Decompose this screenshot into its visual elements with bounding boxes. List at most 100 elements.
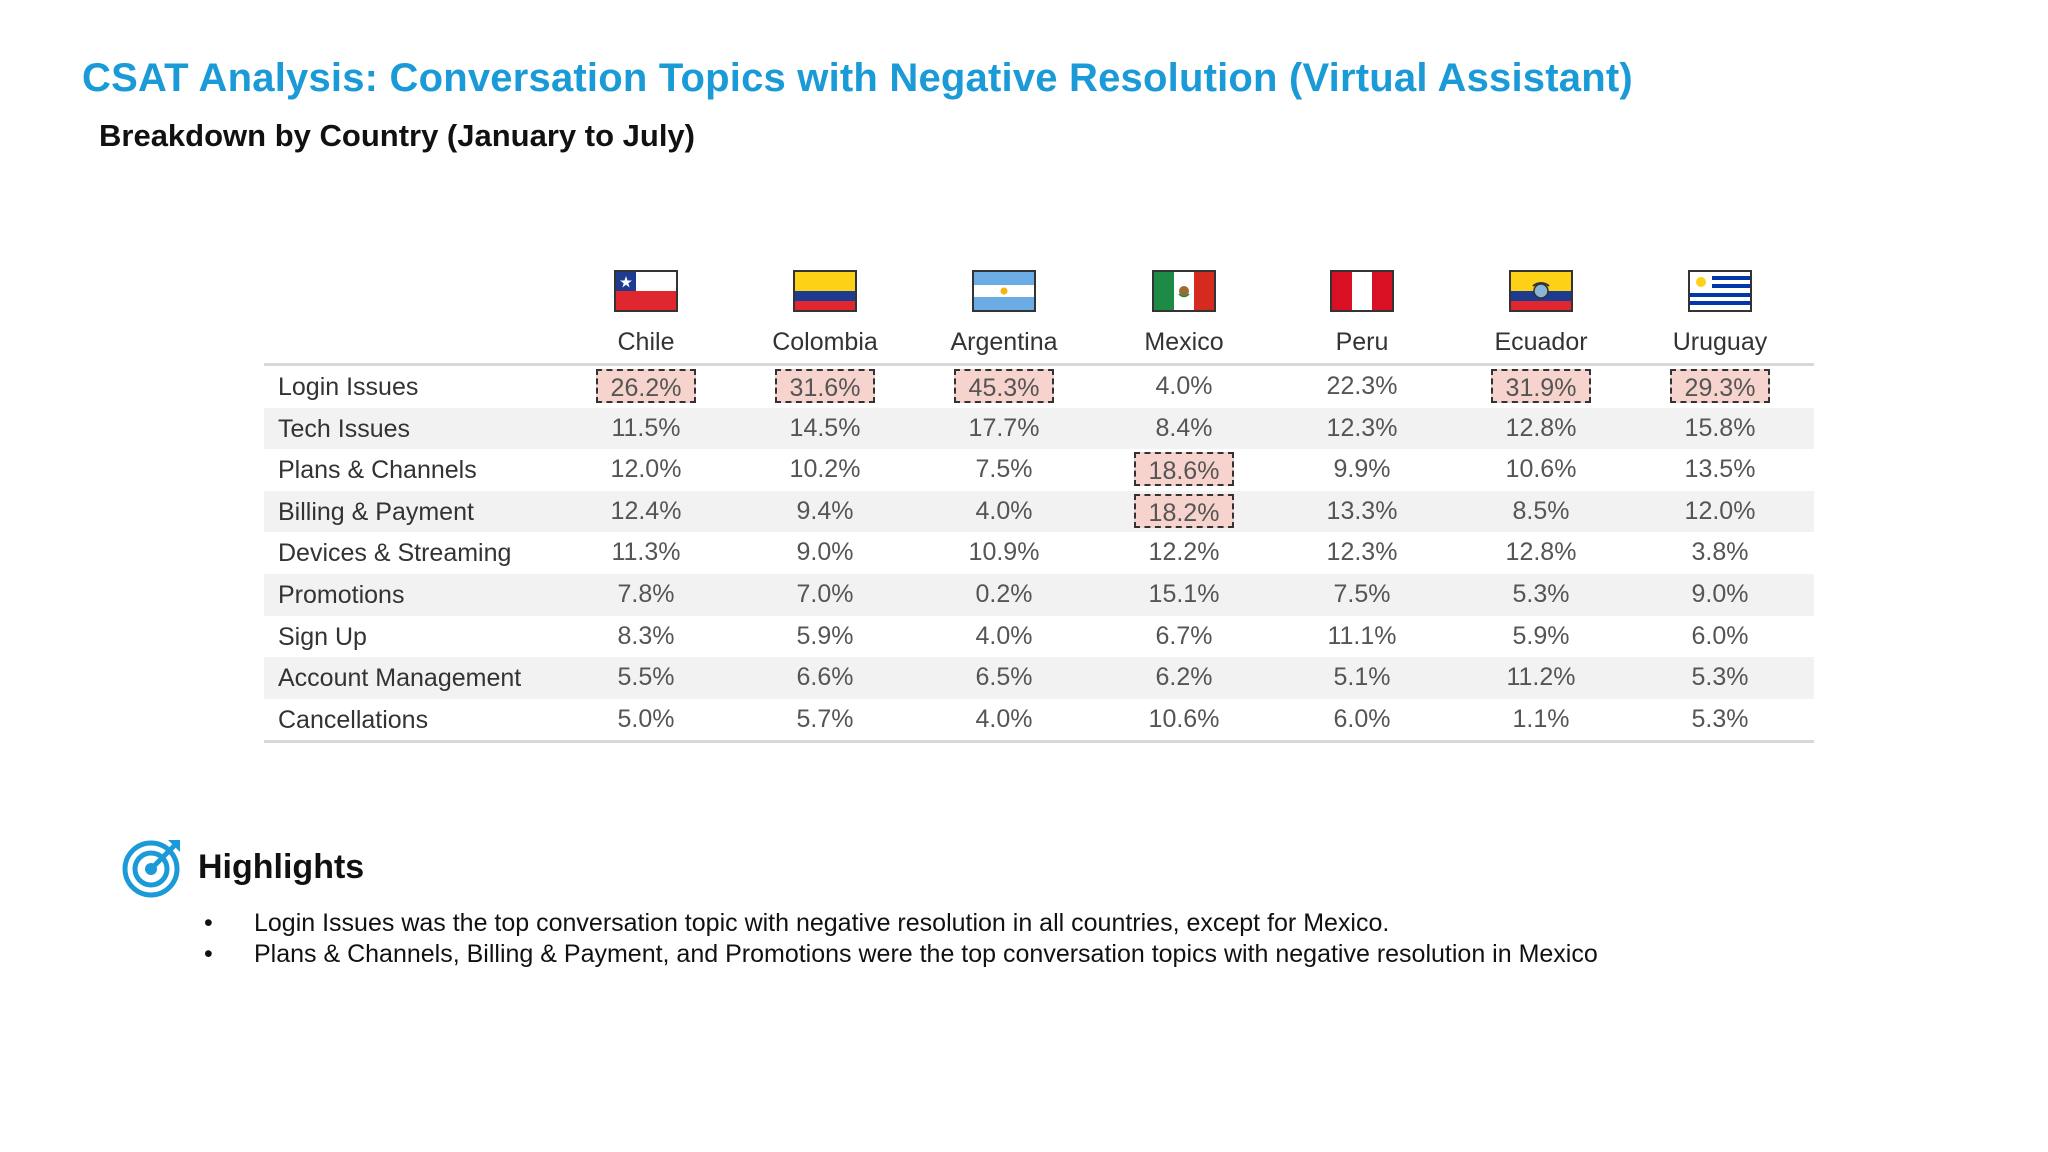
value-cell: 13.3%	[1326, 496, 1398, 525]
row-topic-label: Tech Issues	[278, 414, 411, 443]
value-cell: 9.0%	[796, 538, 854, 567]
value-cell: 7.0%	[796, 579, 854, 608]
value-cell: 12.8%	[1505, 538, 1577, 567]
country-header-argentina: Argentina	[950, 328, 1058, 356]
value-cell: 5.9%	[796, 621, 854, 650]
row-topic-label: Account Management	[278, 664, 522, 693]
table-bottom-border	[264, 740, 1814, 744]
colombia-flag-icon	[793, 270, 857, 312]
target-icon	[122, 836, 184, 898]
table-row: Tech Issues 11.5% 14.5% 17.7% 8.4% 12.3% 12.8%…	[264, 407, 1814, 450]
value-cell: 12.0%	[610, 455, 682, 484]
value-cell: 9.0%	[1691, 579, 1749, 608]
row-topic-label: Plans & Channels	[278, 456, 477, 485]
highlighted-value-cell: 29.3%	[1670, 369, 1770, 403]
table-row: Account Management 5.5% 6.6% 6.5% 6.2% 5.1% 11…	[264, 657, 1814, 699]
value-cell: 4.0%	[975, 621, 1033, 650]
value-cell: 6.5%	[975, 663, 1033, 692]
value-cell: 8.3%	[617, 621, 675, 650]
value-cell: 12.3%	[1326, 413, 1398, 442]
value-cell: 4.0%	[975, 704, 1033, 733]
value-cell: 22.3%	[1326, 372, 1398, 400]
value-cell: 11.2%	[1506, 663, 1576, 692]
value-cell: 5.5%	[617, 663, 675, 692]
highlighted-value-cell: 31.6%	[775, 369, 875, 403]
value-cell: 12.4%	[610, 496, 682, 525]
value-cell: 10.9%	[968, 538, 1040, 567]
country-header-row: Chile Colombia Argentina Mexico Peru Ecu…	[264, 322, 1814, 366]
value-cell: 9.4%	[796, 496, 854, 525]
row-topic-label: Devices & Streaming	[278, 539, 512, 568]
value-cell: 5.7%	[796, 704, 854, 733]
value-cell: 5.3%	[1691, 704, 1749, 733]
value-cell: 12.0%	[1684, 496, 1756, 525]
table-row: Promotions 7.8% 7.0% 0.2% 15.1% 7.5% 5.3% 9.0%	[264, 573, 1814, 616]
value-cell: 5.0%	[617, 704, 675, 733]
value-cell: 6.0%	[1691, 621, 1749, 650]
value-cell: 4.0%	[1155, 372, 1213, 400]
highlighted-value-cell: 18.2%	[1134, 493, 1234, 528]
row-topic-label: Sign Up	[278, 622, 367, 651]
value-cell: 6.2%	[1155, 663, 1213, 692]
highlights-list: Login Issues was the top conversation to…	[200, 908, 1598, 970]
value-cell: 17.7%	[968, 413, 1040, 442]
value-cell: 10.6%	[1148, 704, 1220, 733]
value-cell: 5.9%	[1512, 621, 1570, 650]
value-cell: 11.3%	[611, 538, 681, 567]
value-cell: 5.3%	[1512, 579, 1570, 608]
page-subtitle: Breakdown by Country (January to July)	[99, 118, 695, 153]
value-cell: 12.3%	[1326, 538, 1398, 567]
value-cell: 5.1%	[1333, 663, 1391, 692]
value-cell: 7.5%	[975, 455, 1033, 484]
value-cell: 7.8%	[617, 579, 675, 608]
value-cell: 8.5%	[1512, 496, 1570, 525]
value-cell: 10.6%	[1505, 455, 1577, 484]
table-row: Cancellations 5.0% 5.7% 4.0% 10.6% 6.0% 1.1% 5.…	[264, 699, 1814, 741]
value-cell: 11.1%	[1327, 621, 1397, 650]
value-cell: 6.7%	[1155, 621, 1213, 650]
value-cell: 6.6%	[796, 663, 854, 692]
table-row: Devices & Streaming 11.3% 9.0% 10.9% 12.2% 12…	[264, 532, 1814, 574]
highlighted-value-cell: 26.2%	[596, 369, 696, 403]
row-topic-label: Promotions	[278, 580, 405, 609]
value-cell: 13.5%	[1684, 455, 1756, 484]
value-cell: 12.2%	[1148, 538, 1220, 567]
chile-flag-icon	[614, 270, 678, 312]
country-header-peru: Peru	[1335, 328, 1389, 356]
highlight-item: Plans & Channels, Billing & Payment, and…	[200, 939, 1598, 970]
value-cell: 15.8%	[1684, 413, 1756, 442]
table-row: Login Issues 26.2% 31.6% 45.3% 4.0% 22.3% 31.9…	[264, 366, 1814, 408]
value-cell: 1.1%	[1512, 704, 1570, 733]
table-row: Sign Up 8.3% 5.9% 4.0% 6.7% 11.1% 5.9% 6.0%	[264, 616, 1814, 658]
ecuador-flag-icon	[1509, 270, 1573, 312]
highlighted-value-cell: 45.3%	[954, 369, 1054, 403]
value-cell: 8.4%	[1155, 413, 1213, 442]
highlight-item: Login Issues was the top conversation to…	[200, 908, 1598, 939]
country-header-ecuador: Ecuador	[1494, 328, 1588, 356]
value-cell: 3.8%	[1691, 538, 1749, 567]
highlighted-value-cell: 18.6%	[1134, 452, 1234, 487]
value-cell: 15.1%	[1148, 579, 1220, 608]
row-topic-label: Billing & Payment	[278, 497, 474, 526]
page-title: CSAT Analysis: Conversation Topics with …	[82, 56, 1633, 100]
highlighted-value-cell: 31.9%	[1491, 369, 1591, 403]
header-divider	[264, 363, 1814, 366]
value-cell: 12.8%	[1505, 413, 1577, 442]
country-header-uruguay: Uruguay	[1672, 328, 1768, 356]
table-row: Plans & Channels 12.0% 10.2% 7.5% 18.6% 9.9% 1…	[264, 449, 1814, 491]
row-topic-label: Cancellations	[278, 705, 429, 734]
flags-row	[264, 262, 1814, 322]
value-cell: 7.5%	[1333, 579, 1391, 608]
row-topic-label: Login Issues	[278, 373, 419, 401]
argentina-flag-icon	[972, 270, 1036, 312]
table-row: Billing & Payment 12.4% 9.4% 4.0% 18.2% 13.3%…	[264, 490, 1814, 533]
value-cell: 11.5%	[611, 413, 681, 442]
table-body: Login Issues 26.2% 31.6% 45.3% 4.0% 22.3% 31.9…	[264, 366, 1814, 740]
value-cell: 10.2%	[789, 455, 861, 484]
value-cell: 14.5%	[789, 413, 861, 442]
value-cell: 9.9%	[1333, 455, 1391, 484]
value-cell: 5.3%	[1691, 663, 1749, 692]
value-cell: 4.0%	[975, 496, 1033, 525]
country-header-chile: Chile	[617, 328, 675, 356]
country-header-mexico: Mexico	[1144, 328, 1224, 356]
